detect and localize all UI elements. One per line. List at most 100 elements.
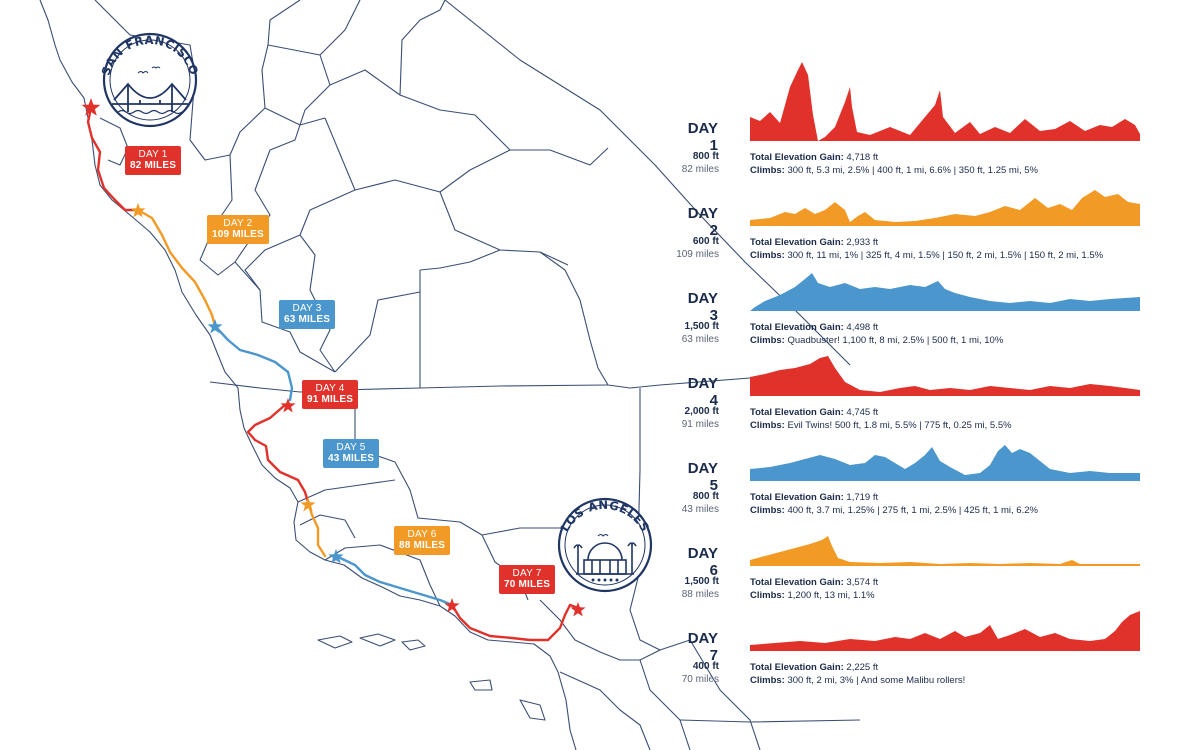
stage-day-6: DAY 6 1,500 ft 88 miles Total Elevation …: [655, 482, 1200, 601]
stage-gain-value: 2,933 ft: [846, 237, 879, 248]
stage-distance: 70 miles: [681, 674, 719, 685]
golden-gate-bridge-icon: [112, 66, 188, 115]
stage-markers: [81, 98, 586, 617]
stage-day-3: DAY 3 1,500 ft 63 miles Total Elevation …: [655, 227, 1200, 346]
stage-climbs: Climbs: 300 ft, 2 mi, 3% | And some Mali…: [750, 675, 965, 686]
stage-climbs-value: 300 ft, 11 mi, 1% | 325 ft, 4 mi, 1.5% |…: [787, 250, 1104, 261]
elevation-profile-day-7: [750, 611, 1140, 651]
stage-climbs-value: 1,200 ft, 13 mi, 1.1%: [787, 590, 875, 601]
stage-gain-label: Total Elevation Gain:: [750, 662, 844, 673]
stage-gain-value: 4,745 ft: [846, 407, 879, 418]
elevation-profile-day-5: [750, 445, 1140, 481]
stage-day-title: DAY 1: [687, 120, 718, 154]
stage-climbs-value: 300 ft, 5.3 mi, 2.5% | 400 ft, 1 mi, 6.6…: [787, 165, 1038, 176]
route-day-4: [246, 403, 310, 504]
stage-max-elevation: 600 ft: [692, 236, 719, 247]
stage-gain-label: Total Elevation Gain:: [750, 577, 844, 588]
stage-max-elevation: 1,500 ft: [684, 576, 719, 587]
day-3-star-icon: [207, 319, 223, 334]
route-label-day-6: DAY 6 88 MILES: [394, 526, 451, 555]
stage-climbs-label: Climbs:: [750, 590, 785, 601]
stage-climbs-label: Climbs:: [750, 420, 785, 431]
stage-climbs-value: 400 ft, 3.7 mi, 1.25% | 275 ft, 1 mi, 2.…: [787, 505, 1038, 516]
griffith-observatory-icon: [573, 534, 637, 575]
stage-gain: Total Elevation Gain: 3,574 ft: [750, 577, 878, 588]
stage-day-2: DAY 2 600 ft 109 miles Total Elevation G…: [655, 142, 1200, 261]
route-label-day-3: DAY 3 63 MILES: [279, 300, 336, 329]
stage-day-4: DAY 4 2,000 ft 91 miles Total Elevation …: [655, 312, 1200, 431]
route-label-day: DAY 4: [315, 383, 345, 394]
route-day-1: [86, 106, 140, 212]
coastline: [39, 0, 577, 750]
stage-day-title: DAY 2: [687, 205, 718, 239]
day-6-star-icon: [328, 549, 344, 564]
stage-gain-value: 3,574 ft: [846, 577, 879, 588]
route-day-3: [213, 324, 294, 402]
stage-day-1: DAY 1 800 ft 82 miles Total Elevation Ga…: [655, 57, 1200, 176]
stage-gain-label: Total Elevation Gain:: [750, 407, 844, 418]
stage-climbs-label: Climbs:: [750, 250, 785, 261]
day-5-star-icon: [300, 497, 316, 512]
stage-climbs: Climbs: Quadbuster! 1,100 ft, 8 mi, 2.5%…: [750, 335, 1003, 346]
stage-gain: Total Elevation Gain: 4,718 ft: [750, 152, 878, 163]
route-label-day: DAY 7: [512, 568, 542, 579]
stage-gain-value: 4,498 ft: [846, 322, 879, 333]
route-label-miles: 88 MILES: [399, 540, 446, 551]
stage-distance: 43 miles: [681, 504, 719, 515]
la-badge: LOS ANGELES: [558, 498, 653, 593]
sf-badge: SAN FRANCISCO: [99, 32, 201, 128]
route-label-day-2: DAY 2 109 MILES: [207, 215, 269, 244]
stage-climbs: Climbs: 300 ft, 5.3 mi, 2.5% | 400 ft, 1…: [750, 165, 1038, 176]
stage-climbs-label: Climbs:: [750, 335, 785, 346]
stage-gain-value: 1,719 ft: [846, 492, 879, 503]
route-label-miles: 63 MILES: [284, 314, 331, 325]
stage-climbs: Climbs: Evil Twins! 500 ft, 1.8 mi, 5.5%…: [750, 420, 1012, 431]
stage-distance: 63 miles: [681, 334, 719, 345]
stage-gain-label: Total Elevation Gain:: [750, 492, 844, 503]
route-label-miles: 43 MILES: [328, 453, 375, 464]
day-7-star-icon: [444, 598, 460, 613]
stage-climbs-value: Evil Twins! 500 ft, 1.8 mi, 5.5% | 775 f…: [787, 420, 1012, 431]
stage-climbs-label: Climbs:: [750, 165, 785, 176]
stage-climbs: Climbs: 300 ft, 11 mi, 1% | 325 ft, 4 mi…: [750, 250, 1103, 261]
stage-climbs: Climbs: 1,200 ft, 13 mi, 1.1%: [750, 590, 875, 601]
channel-islands: [317, 633, 546, 721]
stage-climbs-value: Quadbuster! 1,100 ft, 8 mi, 2.5% | 500 f…: [787, 335, 1004, 346]
route-label-miles: 70 MILES: [504, 579, 551, 590]
stage-climbs-label: Climbs:: [750, 505, 785, 516]
stage-max-elevation: 1,500 ft: [684, 321, 719, 332]
day-4-star-icon: [280, 398, 296, 413]
elevation-profile-day-6: [750, 536, 1140, 566]
stage-gain: Total Elevation Gain: 2,225 ft: [750, 662, 878, 673]
la-badge-stars: [591, 578, 619, 582]
stage-climbs: Climbs: 400 ft, 3.7 mi, 1.25% | 275 ft, …: [750, 505, 1038, 516]
stage-gain-value: 4,718 ft: [846, 152, 879, 163]
stage-distance: 82 miles: [681, 164, 719, 175]
stage-day-title: DAY 5: [687, 460, 718, 494]
elevation-profile-day-3: [750, 273, 1140, 311]
route-label-day-1: DAY 1 82 MILES: [125, 146, 182, 175]
route-day-5: [334, 554, 454, 607]
stage-day-5: DAY 5 800 ft 43 miles Total Elevation Ga…: [655, 397, 1200, 516]
route-label-miles: 82 MILES: [130, 160, 177, 171]
stage-distance: 91 miles: [681, 419, 719, 430]
stage-gain-value: 2,225 ft: [846, 662, 879, 673]
route-label-day: DAY 6: [407, 529, 437, 540]
route-label-day: DAY 2: [223, 218, 253, 229]
finish-star-icon: [570, 602, 586, 617]
day-2-star-icon: [130, 203, 146, 218]
stage-gain-label: Total Elevation Gain:: [750, 152, 844, 163]
route-label-day-4: DAY 4 91 MILES: [302, 380, 359, 409]
route-label-day: DAY 3: [292, 303, 322, 314]
route-label-miles: 91 MILES: [307, 394, 354, 405]
stage-gain-label: Total Elevation Gain:: [750, 237, 844, 248]
route-label-day-7: DAY 7 70 MILES: [499, 565, 556, 594]
stage-day-title: DAY 6: [687, 545, 718, 579]
route-label-day-5: DAY 5 43 MILES: [323, 439, 380, 468]
route: [86, 106, 580, 642]
elevation-profile-day-1: [750, 62, 1140, 141]
bay-line: [99, 117, 129, 166]
stage-distance: 88 miles: [681, 589, 719, 600]
stage-climbs-label: Climbs:: [750, 675, 785, 686]
stage-max-elevation: 800 ft: [692, 491, 719, 502]
